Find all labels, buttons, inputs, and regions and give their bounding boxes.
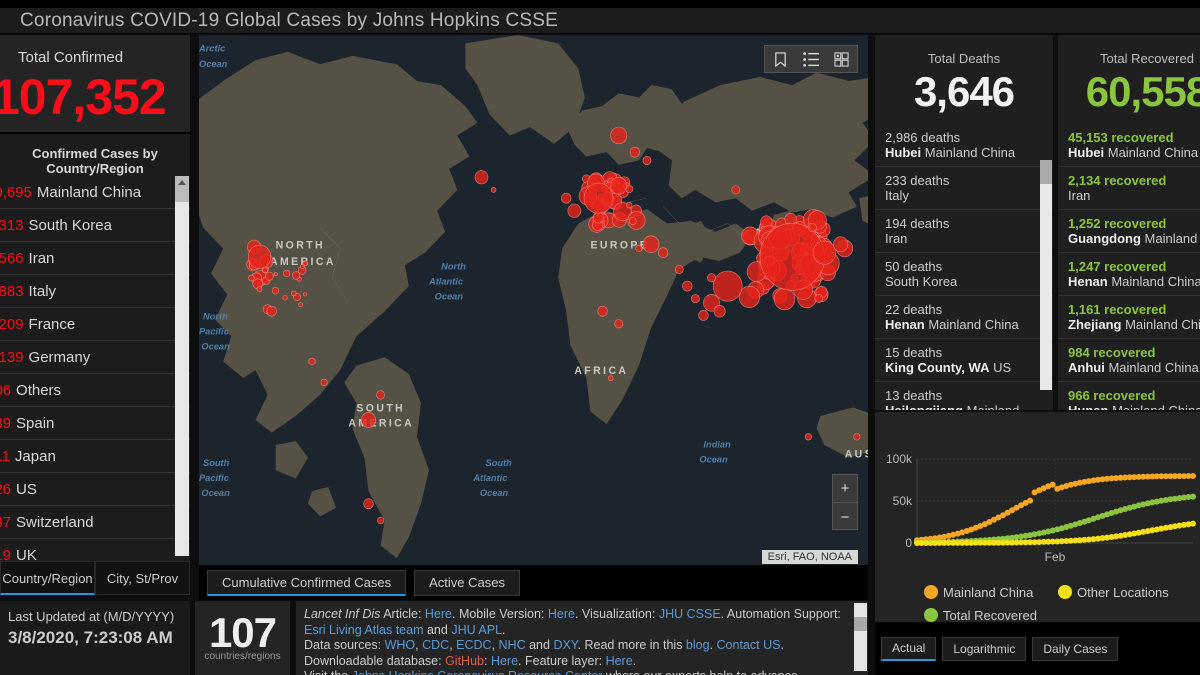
svg-text:Pacific: Pacific [199, 327, 230, 338]
svg-text:Mainland China: Mainland China [943, 585, 1034, 600]
svg-text:South: South [486, 458, 512, 469]
svg-text:North: North [203, 311, 228, 322]
svg-text:AFRICA: AFRICA [574, 365, 628, 377]
svg-text:Atlantic: Atlantic [472, 473, 508, 484]
svg-text:Pacific: Pacific [199, 473, 230, 484]
svg-text:Ocean: Ocean [699, 455, 728, 466]
svg-text:Ocean: Ocean [435, 291, 464, 302]
svg-text:Ocean: Ocean [201, 342, 230, 353]
svg-text:50k: 50k [893, 494, 913, 508]
svg-text:North: North [441, 261, 466, 272]
svg-text:Indian: Indian [703, 440, 731, 451]
svg-text:AUSTRALIA: AUSTRALIA [845, 449, 868, 461]
svg-text:Ocean: Ocean [201, 488, 230, 499]
svg-text:Ocean: Ocean [480, 488, 509, 499]
svg-text:SOUTH: SOUTH [356, 403, 405, 415]
svg-text:South: South [203, 458, 229, 469]
svg-text:Arctic: Arctic [199, 44, 226, 55]
svg-text:100k: 100k [886, 452, 913, 466]
svg-text:Other Locations: Other Locations [1077, 585, 1169, 600]
svg-text:AMERICA: AMERICA [348, 418, 414, 430]
svg-text:Total Recovered: Total Recovered [943, 608, 1037, 623]
svg-text:0: 0 [905, 536, 912, 550]
svg-text:Atlantic: Atlantic [428, 276, 464, 287]
svg-text:Feb: Feb [1045, 550, 1066, 564]
svg-text:Ocean: Ocean [199, 59, 228, 70]
svg-text:NORTH: NORTH [276, 239, 325, 251]
